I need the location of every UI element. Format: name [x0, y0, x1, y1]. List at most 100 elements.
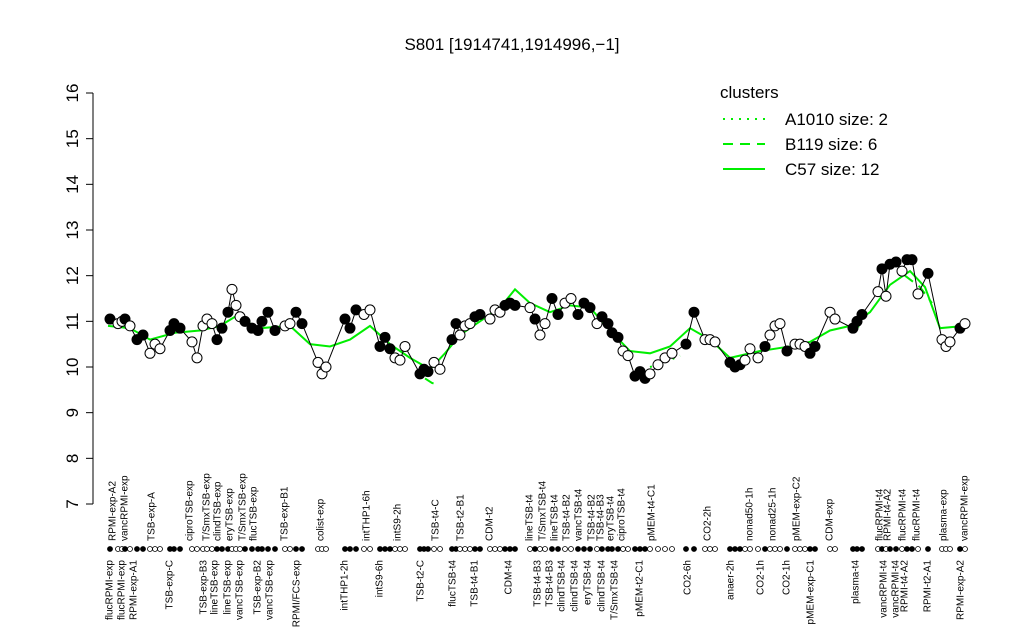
data-point: [880, 290, 892, 302]
top-label: TSB-t4-B2: [587, 494, 598, 541]
rug-dot: [899, 546, 905, 552]
data-point: [829, 313, 841, 325]
top-label: eryTSB-t4: [606, 496, 617, 541]
data-point: [191, 352, 203, 364]
rug-dot: [887, 546, 893, 552]
chart-title: S801 [1914741,1914996,−1]: [404, 35, 619, 54]
data-point: [252, 324, 264, 336]
data-point: [422, 366, 434, 378]
top-label: nonad50-1h: [745, 488, 756, 541]
rug-dot: [467, 546, 473, 552]
cluster-line: [424, 377, 441, 387]
legend-label: C57 size: 12: [785, 160, 880, 179]
data-point: [428, 356, 440, 368]
rug-dot: [402, 546, 408, 552]
rug-dot: [555, 546, 561, 552]
top-label: TSB-exp-B1: [280, 486, 291, 541]
data-point: [222, 306, 234, 318]
rug-dot: [742, 546, 748, 552]
bottom-label: CO2-6h: [683, 560, 694, 595]
data-point: [565, 293, 577, 304]
top-label: colist-exp: [316, 498, 327, 541]
rug-dot: [425, 546, 431, 552]
rug-dot: [792, 546, 798, 552]
data-point: [739, 354, 751, 366]
data-point: [137, 329, 149, 341]
data-point: [774, 318, 786, 330]
rug-dot: [957, 546, 963, 552]
bottom-label: intTHP1-2h: [340, 560, 351, 611]
rug-dot: [249, 546, 255, 552]
bottom-label: CO2-1h: [756, 560, 767, 595]
data-point: [622, 350, 634, 362]
data-point: [394, 354, 406, 366]
rug-dot: [632, 546, 638, 552]
bottom-label: TSB-exp-C: [165, 560, 176, 609]
rug-dot: [727, 546, 733, 552]
rug-dot: [323, 546, 329, 552]
rug-dot: [587, 546, 593, 552]
y-tick-label: 15: [63, 129, 82, 148]
data-point: [534, 329, 546, 341]
top-label: vancRPMI-exp: [120, 475, 131, 541]
rug-dot: [915, 546, 921, 552]
data-point: [399, 340, 411, 352]
data-point: [688, 306, 700, 318]
rug-dot: [122, 546, 128, 552]
rug-dot: [620, 546, 626, 552]
rug-dot: [893, 546, 899, 552]
data-point: [759, 340, 771, 352]
rug-dot: [575, 546, 581, 552]
bottom-label: TSB-t4-B1: [470, 560, 481, 607]
rug-dot: [755, 546, 761, 552]
rug-dot: [762, 546, 768, 552]
top-label: flucRPMI-t4: [875, 488, 886, 541]
rug-dot: [784, 546, 790, 552]
bottom-label: pMEM-t2-C1: [635, 560, 646, 617]
data-point: [450, 318, 462, 330]
y-tick-label: 16: [63, 84, 82, 103]
y-tick-label: 13: [63, 221, 82, 240]
rug-dot: [437, 546, 443, 552]
bottom-label: intS9-6h: [375, 560, 386, 597]
data-point: [680, 338, 692, 350]
data-point: [546, 293, 558, 304]
rug-dot: [812, 546, 818, 552]
top-label: nonad25-1h: [768, 488, 779, 541]
rug-dot: [472, 546, 478, 552]
top-label: flucRPMI-t4: [898, 488, 909, 541]
data-point: [230, 299, 242, 311]
rug-dot: [477, 546, 483, 552]
data-point: [912, 288, 924, 300]
rug-dot: [361, 546, 367, 552]
data-point: [809, 340, 821, 352]
data-point: [596, 311, 608, 323]
data-point: [454, 329, 466, 341]
bottom-label: anaer-2h: [726, 560, 737, 600]
rug-dot: [347, 546, 353, 552]
rug-dot: [925, 546, 931, 552]
bottom-label: vancTSB-exp: [235, 560, 246, 620]
top-label: TSB-t2-B1: [456, 494, 467, 541]
rug-dot: [140, 546, 146, 552]
top-label: pMEM-exp-C2: [792, 476, 803, 541]
rug-dot: [827, 546, 833, 552]
data-point: [612, 331, 624, 343]
top-label: pMEM-t4-C1: [647, 484, 658, 541]
data-point: [944, 336, 956, 348]
rug-dot: [507, 546, 513, 552]
top-label: intTHP1-6h: [362, 490, 373, 541]
rug-dot: [747, 546, 753, 552]
rug-dot: [568, 546, 574, 552]
rug-dot: [367, 546, 373, 552]
bottom-label: TSB-t4-B3: [545, 560, 556, 607]
data-point: [764, 329, 776, 341]
data-point: [906, 254, 918, 266]
top-label: T/SmxTSB-exp: [202, 473, 213, 541]
data-point: [666, 347, 678, 359]
rug-dot: [387, 546, 393, 552]
data-point: [374, 340, 386, 352]
rug-dot: [209, 546, 215, 552]
data-point: [296, 318, 308, 330]
cluster-line: [904, 274, 933, 304]
